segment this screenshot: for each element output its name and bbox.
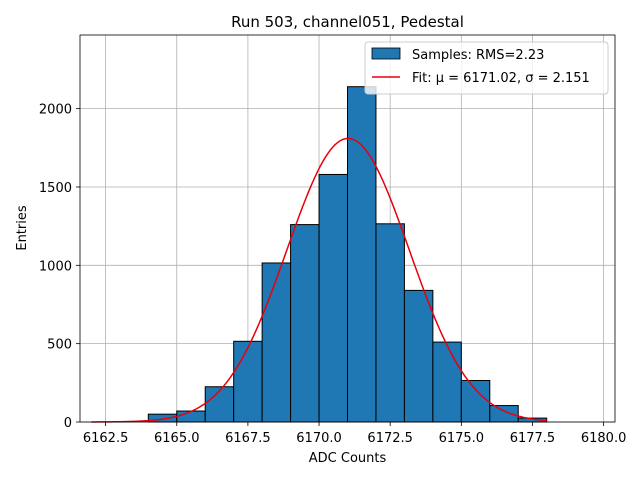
y-tick-label: 1000: [39, 259, 72, 274]
legend-samples-swatch: [371, 47, 401, 60]
histogram-bar: [204, 386, 235, 423]
chart-title: Run 503, channel051, Pedestal: [231, 13, 464, 31]
y-tick-label: 0: [64, 416, 72, 431]
histogram-bar: [460, 379, 491, 423]
histogram-bar: [176, 410, 206, 423]
x-tick-label: 6175.0: [439, 431, 485, 446]
x-tick-label: 6162.5: [83, 431, 129, 446]
x-tick-label: 6170.0: [296, 431, 342, 446]
y-axis-ticks: 0 500 1000 1500 2000: [39, 103, 80, 431]
x-axis-title: ADC Counts: [309, 451, 387, 466]
x-tick-label: 6167.5: [225, 431, 271, 446]
histogram-bar: [489, 405, 519, 423]
histogram-bar: [290, 224, 320, 423]
histogram-bar: [375, 223, 405, 423]
x-tick-label: 6165.0: [154, 431, 200, 446]
fit-curve: [91, 137, 547, 423]
histogram-bars: [147, 86, 548, 423]
histogram-bar: [318, 173, 348, 423]
histogram-bar: [432, 341, 462, 423]
histogram-bar: [261, 262, 292, 423]
histogram-bar: [347, 86, 377, 423]
x-tick-label: 6180.0: [581, 431, 627, 446]
y-axis-title: Entries: [15, 205, 30, 251]
legend-box: [364, 41, 609, 95]
x-axis-ticks: 6162.5 6165.0 6167.5 6170.0 6172.5 6175.0 6177…: [83, 422, 627, 446]
y-tick-label: 1500: [39, 181, 72, 196]
y-tick-label: 2000: [39, 103, 72, 118]
x-tick-label: 6172.5: [367, 431, 413, 446]
legend-fit-label: Fit: μ = 6171.02, σ = 2.151: [412, 71, 590, 86]
legend: Samples: RMS=2.23 Fit: μ = 6171.02, σ = …: [364, 41, 609, 95]
legend-samples-label: Samples: RMS=2.23: [412, 48, 544, 63]
plot-frame: [79, 34, 616, 423]
y-tick-label: 500: [47, 338, 72, 353]
histogram-bar: [403, 289, 434, 423]
x-tick-label: 6177.5: [510, 431, 556, 446]
histogram-bar: [233, 340, 263, 423]
